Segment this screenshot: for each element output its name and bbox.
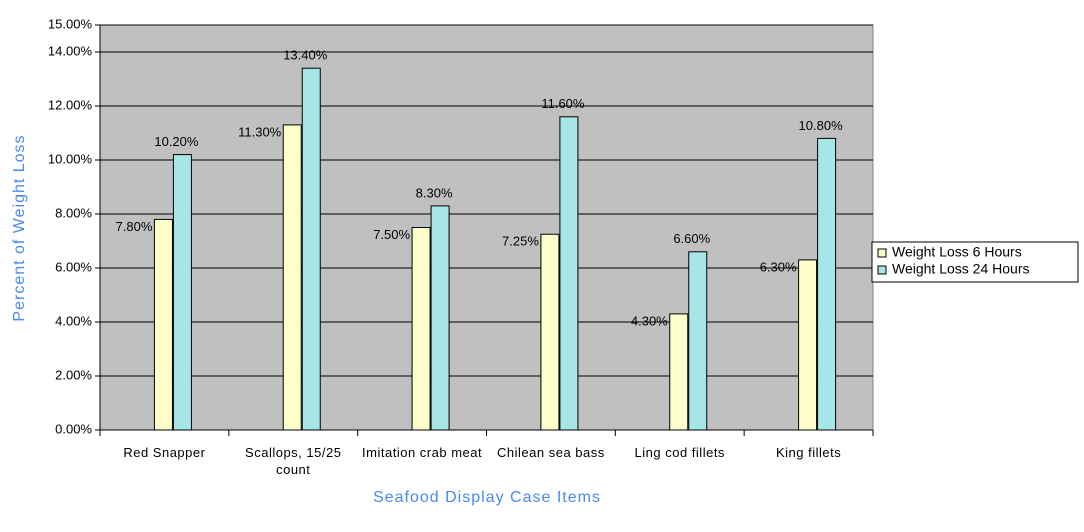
y-axis-title: Percent of Weight Loss bbox=[11, 134, 28, 321]
bar bbox=[301, 67, 321, 431]
y-tick-label: 8.00% bbox=[55, 205, 92, 220]
data-label: 8.30% bbox=[416, 185, 453, 200]
data-label: 4.30% bbox=[631, 313, 668, 328]
y-tick-label: 15.00% bbox=[48, 16, 93, 31]
y-tick-label: 2.00% bbox=[55, 367, 92, 382]
bar bbox=[798, 259, 818, 431]
bar bbox=[282, 124, 302, 431]
bar bbox=[559, 116, 579, 431]
legend-box bbox=[871, 241, 1079, 283]
bar bbox=[817, 137, 837, 431]
data-label: 7.25% bbox=[502, 234, 539, 249]
y-tick-label: 4.00% bbox=[55, 313, 92, 328]
x-tick-label: King fillets bbox=[775, 445, 842, 460]
bar bbox=[172, 154, 192, 431]
legend-label: Weight Loss 24 Hours bbox=[892, 261, 1029, 277]
x-tick-label: Red Snapper bbox=[123, 445, 206, 460]
x-tick-label: Ling cod fillets bbox=[634, 445, 725, 460]
legend-label: Weight Loss 6 Hours bbox=[892, 244, 1022, 260]
data-label: 10.20% bbox=[154, 134, 199, 149]
legend-swatch bbox=[877, 248, 887, 258]
data-label: 11.60% bbox=[541, 96, 585, 111]
data-label: 6.60% bbox=[673, 231, 710, 246]
x-tick-label: Imitation crab meat bbox=[362, 445, 483, 460]
bar bbox=[411, 227, 431, 431]
x-axis-title: Seafood Display Case Items bbox=[373, 489, 601, 506]
data-label: 13.40% bbox=[283, 48, 328, 63]
bar bbox=[540, 233, 560, 431]
bar bbox=[153, 218, 173, 431]
bar bbox=[430, 205, 450, 431]
y-tick-label: 14.00% bbox=[48, 43, 93, 58]
data-label: 11.30% bbox=[238, 124, 282, 139]
data-label: 7.50% bbox=[373, 227, 410, 242]
y-tick-label: 6.00% bbox=[55, 259, 92, 274]
legend-swatch bbox=[877, 265, 887, 275]
x-tick-label: Scallops, 15/25 count bbox=[245, 445, 342, 477]
data-label: 7.80% bbox=[116, 219, 153, 234]
y-tick-label: 0.00% bbox=[55, 421, 92, 436]
data-label: 6.30% bbox=[760, 259, 797, 274]
bar bbox=[688, 251, 708, 431]
y-tick-label: 10.00% bbox=[48, 151, 93, 166]
bar bbox=[669, 313, 689, 431]
plot-area bbox=[99, 24, 874, 431]
data-label: 10.80% bbox=[799, 118, 844, 133]
x-tick-label: Chilean sea bass bbox=[497, 445, 605, 460]
y-tick-label: 12.00% bbox=[48, 97, 93, 112]
